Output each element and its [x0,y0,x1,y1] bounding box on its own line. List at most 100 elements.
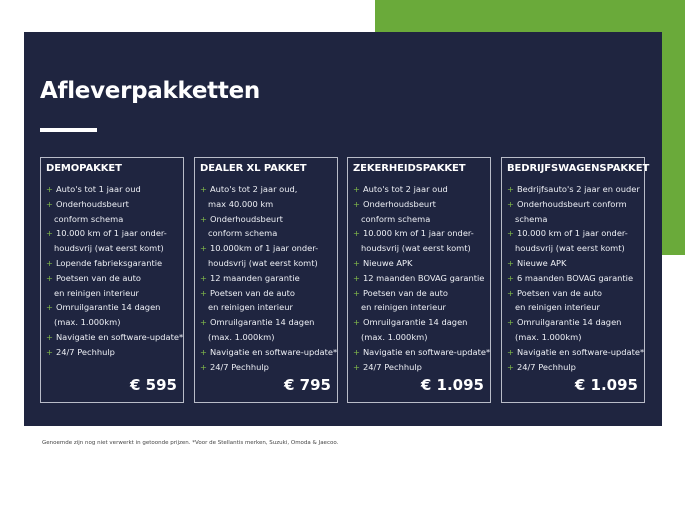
feature-text: 10.000 km of 1 jaar onder- [362,228,474,239]
feature-text: Poetsen van de auto [362,287,448,298]
feature-item: + Onderhoudsbeurt conform [507,197,644,212]
feature-item: (max. 1.000km) [200,330,337,345]
feature-item: + Poetsen van de auto [46,271,183,286]
plus-icon: + [353,198,360,209]
feature-item: + Omruilgarantie 14 dagen [46,300,183,315]
feature-item: conform schema [200,226,337,241]
feature-text: conform schema [208,228,278,239]
feature-item: houdsvrij (wat eerst komt) [200,256,337,271]
feature-text: conform schema [361,213,431,224]
feature-text: Auto's tot 2 jaar oud, [209,184,298,194]
feature-text: 10.000km of 1 jaar onder- [209,243,319,254]
feature-item: + Omruilgarantie 14 dagen [507,315,644,330]
feature-text: (max. 1.000km) [515,331,582,342]
plus-icon: + [353,184,360,194]
feature-item: +10.000 km of 1 jaar onder- [507,226,644,241]
feature-item: + Lopende fabrieksgarantie [46,256,183,271]
plus-icon: + [200,287,207,298]
feature-text: Omruilgarantie 14 dagen [362,317,468,328]
plus-icon: + [507,257,514,268]
plus-icon: + [507,228,514,239]
plus-icon: + [507,317,514,328]
plus-icon: + [353,257,360,268]
plus-icon: + [46,331,53,342]
feature-item: + Bedrijfsauto's 2 jaar en ouder [507,182,644,197]
feature-text: 24/7 Pechhulp [209,361,269,372]
feature-item: houdsvrij (wat eerst komt) [507,241,644,256]
package-name: ZEKERHEIDSPAKKET [353,163,466,174]
feature-item: en reinigen interieur [507,300,644,315]
feature-item: houdsvrij (wat eerst komt) [353,241,490,256]
feature-text: 12 maanden garantie [209,272,300,283]
feature-text: Nieuwe APK [516,257,567,268]
feature-text: 10.000 km of 1 jaar onder- [55,228,167,239]
feature-item: + Omruilgarantie 14 dagen [353,315,490,330]
feature-item: +6 maanden BOVAG garantie [507,271,644,286]
plus-icon: + [46,228,53,239]
plus-icon: + [200,317,207,328]
feature-item: + Auto's tot 2 jaar oud, [200,182,337,197]
plus-icon: + [200,184,207,194]
feature-item: + Nieuwe APK [507,256,644,271]
feature-item: + Nieuwe APK [353,256,490,271]
feature-item: en reinigen interieur [200,300,337,315]
plus-icon: + [200,361,207,372]
feature-text: Lopende fabrieksgarantie [55,257,163,268]
feature-item: + Navigatie en software-update* [353,345,490,360]
feature-item: schema [507,212,644,227]
package-price: € 595 [130,376,177,394]
feature-item: +12 maanden garantie [200,271,337,286]
feature-text: Navigatie en software-update* [516,346,645,357]
feature-text: en reinigen interieur [515,302,600,313]
package-name: DEALER XL PAKKET [200,163,307,174]
feature-item: (max. 1.000km) [507,330,644,345]
feature-item: +10.000 km of 1 jaar onder- [353,226,490,241]
feature-text: Omruilgarantie 14 dagen [209,317,315,328]
plus-icon: + [507,346,514,357]
feature-text: Omruilgarantie 14 dagen [516,317,622,328]
feature-item: + Auto's tot 1 jaar oud [46,182,183,197]
feature-item: + Auto's tot 2 jaar oud [353,182,490,197]
feature-text: houdsvrij (wat eerst komt) [515,243,625,254]
feature-item: +10.000 km of 1 jaar onder- [46,226,183,241]
feature-text: en reinigen interieur [54,287,139,298]
feature-item: + Onderhoudsbeurt [200,212,337,227]
package-card: DEMOPAKKET + Auto's tot 1 jaar oud + Onderho… [40,157,184,403]
feature-text: Navigatie en software-update* [55,331,184,342]
feature-item: + Onderhoudsbeurt [353,197,490,212]
feature-list: + Auto's tot 2 jaar oud, max 40.000 km + Ond… [200,182,337,374]
feature-text: Nieuwe APK [362,257,413,268]
feature-item: en reinigen interieur [353,300,490,315]
feature-text: Poetsen van de auto [209,287,295,298]
feature-text: houdsvrij (wat eerst komt) [54,243,164,254]
package-price: € 1.095 [420,376,484,394]
feature-item: + Omruilgarantie 14 dagen [200,315,337,330]
plus-icon: + [507,184,514,194]
feature-text: (max. 1.000km) [361,331,428,342]
feature-text: (max. 1.000km) [208,331,275,342]
feature-text: Bedrijfsauto's 2 jaar en ouder [516,184,640,194]
plus-icon: + [46,184,53,194]
feature-text: Onderhoudsbeurt [55,198,129,209]
page-title: Afleverpakketten [40,78,260,104]
package-card: BEDRIJFSWAGENSPAKKET + Bedrijfsauto's 2 ja… [501,157,649,403]
feature-text: (max. 1.000km) [54,317,121,328]
feature-item: + Poetsen van de auto [507,286,644,301]
plus-icon: + [200,243,207,254]
feature-item: + Poetsen van de auto [353,286,490,301]
feature-item: +24/7 Pechhulp [353,360,490,375]
feature-text: 24/7 Pechhulp [362,361,422,372]
plus-icon: + [46,346,53,357]
plus-icon: + [46,198,53,209]
feature-text: Auto's tot 2 jaar oud [362,184,448,194]
feature-item: +12 maanden BOVAG garantie [353,271,490,286]
feature-text: conform schema [54,213,124,224]
feature-text: 10.000 km of 1 jaar onder- [516,228,628,239]
feature-text: Auto's tot 1 jaar oud [55,184,141,194]
plus-icon: + [200,272,207,283]
feature-text: 24/7 Pechhulp [516,361,576,372]
package-name: BEDRIJFSWAGENSPAKKET [507,163,650,174]
plus-icon: + [46,257,53,268]
feature-text: Poetsen van de auto [516,287,602,298]
plus-icon: + [46,272,53,283]
